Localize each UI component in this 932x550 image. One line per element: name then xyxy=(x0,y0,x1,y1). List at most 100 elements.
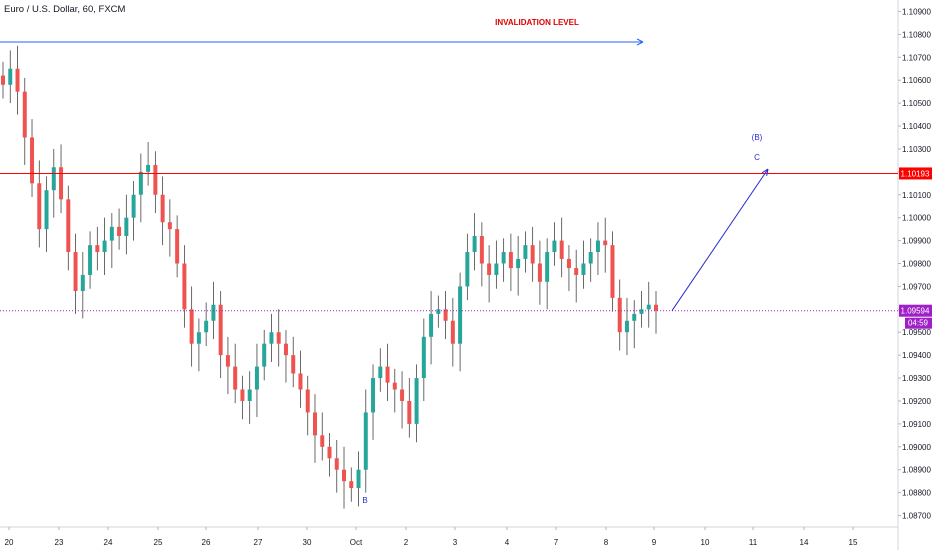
x-tick-label: 3 xyxy=(453,538,458,547)
y-tick-label: 1.10400 xyxy=(902,122,931,131)
candle xyxy=(516,236,521,296)
candle xyxy=(262,329,267,381)
y-tick-label: 1.08800 xyxy=(902,489,931,498)
y-tick-label: 1.10600 xyxy=(902,76,931,85)
candle xyxy=(254,343,259,418)
candle xyxy=(320,412,325,461)
countdown-tag xyxy=(905,317,932,329)
y-tick-label: 1.09200 xyxy=(902,397,931,406)
candle xyxy=(51,148,56,218)
candle xyxy=(73,233,78,314)
candle xyxy=(654,290,658,334)
candle xyxy=(356,451,361,507)
candle xyxy=(298,350,303,408)
candle xyxy=(109,213,114,269)
candle xyxy=(458,272,463,372)
candle xyxy=(22,77,27,165)
candle xyxy=(327,433,332,477)
candle xyxy=(378,348,383,392)
candle xyxy=(182,245,187,328)
x-tick-label: Oct xyxy=(350,538,363,547)
candle xyxy=(472,213,477,271)
candle xyxy=(102,217,107,275)
candle xyxy=(465,233,470,301)
x-tick-label: 20 xyxy=(5,538,14,547)
candle xyxy=(37,160,42,248)
candle xyxy=(349,467,354,502)
projection-arrow-line[interactable] xyxy=(671,168,769,311)
candle xyxy=(479,222,484,287)
candle xyxy=(552,222,557,266)
y-tick-label: 1.09500 xyxy=(902,328,931,337)
y-tick-label: 1.10800 xyxy=(902,30,931,39)
x-tick-label: 7 xyxy=(554,538,559,547)
x-tick-label: 25 xyxy=(154,538,163,547)
candle xyxy=(204,302,209,346)
candle xyxy=(494,240,499,289)
x-tick-label: 10 xyxy=(701,538,710,547)
x-tick-label: 11 xyxy=(749,538,758,547)
candle xyxy=(624,297,629,356)
candle xyxy=(581,240,586,289)
candle xyxy=(588,238,593,282)
candle xyxy=(59,144,64,214)
candle xyxy=(523,231,528,273)
x-tick-label: 9 xyxy=(652,538,657,547)
x-tick-label: 15 xyxy=(849,538,858,547)
candle xyxy=(443,290,448,340)
candle xyxy=(153,151,158,214)
candle xyxy=(617,279,622,351)
x-tick-label: 27 xyxy=(254,538,263,547)
candle xyxy=(269,313,274,363)
candle xyxy=(291,336,296,388)
y-tick-label: 1.10100 xyxy=(902,191,931,200)
candle xyxy=(450,297,455,367)
y-tick-label: 1.09700 xyxy=(902,282,931,291)
candle xyxy=(160,176,165,246)
y-tick-label: 1.10300 xyxy=(902,145,931,154)
candle xyxy=(639,290,644,328)
y-tick-label: 1.09300 xyxy=(902,374,931,383)
candle xyxy=(603,217,608,273)
candle xyxy=(646,281,651,328)
candle xyxy=(247,371,252,424)
candle xyxy=(537,240,542,305)
candle xyxy=(400,371,405,429)
candle xyxy=(407,378,412,438)
candle xyxy=(1,61,5,99)
candle xyxy=(574,249,579,303)
y-tick-label: 1.09100 xyxy=(902,420,931,429)
x-tick-label: 8 xyxy=(604,538,609,547)
candle xyxy=(240,375,245,420)
candle xyxy=(88,231,93,289)
candle xyxy=(196,318,201,372)
candle xyxy=(385,343,390,401)
candle xyxy=(8,50,13,104)
candle xyxy=(124,194,129,255)
candle xyxy=(283,329,288,383)
y-tick-label: 1.10500 xyxy=(902,99,931,108)
candle xyxy=(218,290,223,379)
x-tick-label: 30 xyxy=(303,538,312,547)
y-tick-label: 1.09000 xyxy=(902,443,931,452)
candle xyxy=(508,233,513,291)
candle xyxy=(632,300,637,349)
candle xyxy=(138,153,143,223)
candle xyxy=(421,318,426,401)
x-tick-label: 2 xyxy=(404,538,409,547)
candle xyxy=(487,245,492,303)
candle xyxy=(392,368,397,413)
x-tick-label: 14 xyxy=(800,538,809,547)
symbol-title: Euro / U.S. Dollar, 60, FXCM xyxy=(4,4,126,15)
y-tick-label: 1.08900 xyxy=(902,466,931,475)
candle xyxy=(414,364,419,443)
candle xyxy=(131,181,136,241)
x-tick-label: 24 xyxy=(104,538,113,547)
candle xyxy=(146,142,151,186)
invalidation-price-tag xyxy=(899,167,932,180)
y-tick-label: 1.10900 xyxy=(902,7,931,16)
candle xyxy=(189,286,194,367)
y-tick-label: 1.08700 xyxy=(902,512,931,521)
